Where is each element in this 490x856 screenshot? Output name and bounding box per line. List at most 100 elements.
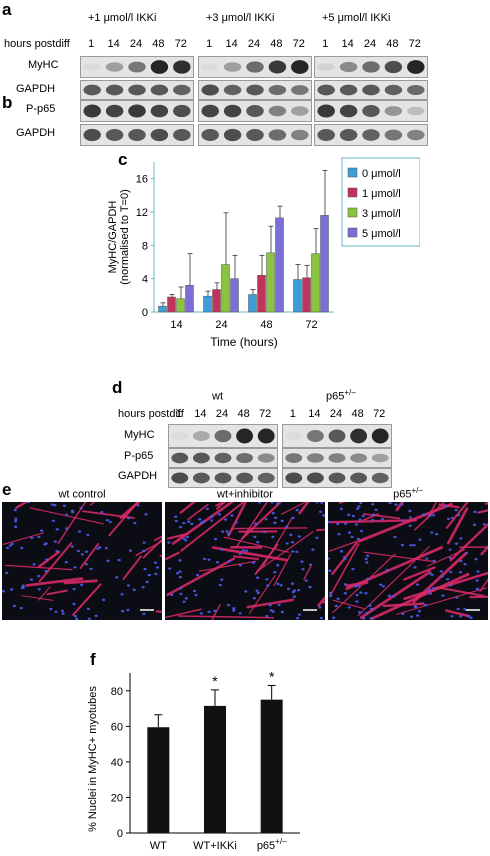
panel-e-nucleus (220, 578, 224, 581)
panel-e-nucleus (207, 558, 211, 561)
panel-e-nucleus (44, 542, 48, 545)
panel-e-myotube (332, 599, 365, 610)
panel-e-myotube (187, 503, 209, 521)
panel-b-pp65-blot-bands (317, 104, 425, 118)
panel-e-nucleus (469, 616, 473, 619)
panel-c-legend-label: 1 μmol/l (362, 188, 401, 200)
panel-a-group-title: +5 μmol/l IKKi (322, 12, 391, 24)
panel-e-nucleus (475, 587, 479, 591)
panel-e-nucleus (413, 605, 417, 608)
panel-e-nucleus (203, 557, 207, 561)
panel-e-nucleus (328, 557, 331, 560)
panel-e-nucleus (371, 503, 375, 506)
panel-e-myotube (63, 579, 98, 585)
panel-e-nucleus (448, 556, 452, 560)
panel-e-nucleus (168, 567, 172, 570)
panel-e-nucleus (354, 585, 358, 588)
panel-e-nucleus (40, 529, 44, 532)
panel-e-nucleus (318, 510, 323, 513)
panel-c-legend-label: 0 μmol/l (362, 168, 401, 180)
panel-e-nucleus (175, 571, 180, 575)
panel-a-myhc-blot-band (317, 63, 335, 71)
panel-c-bar (176, 298, 185, 313)
panel-b-gapdh-blot-band (173, 129, 191, 141)
panel-e-nucleus (444, 505, 448, 508)
panel-e-myotube (445, 502, 469, 529)
panel-e-myotube (412, 552, 467, 604)
panel-e-nucleus (449, 584, 453, 587)
panel-a-row-label-gapdh: GAPDH (16, 83, 56, 95)
panel-b-pp65-blot-band (201, 104, 219, 118)
panel-e-nucleus (21, 584, 25, 587)
panel-e-myotube (362, 513, 401, 520)
panel-e-nucleus (10, 588, 14, 591)
panel-e-nucleus (182, 537, 186, 540)
panel-e-nucleus (456, 607, 460, 611)
panel-c-y-axis-label: MyHC/GAPDH (107, 201, 119, 274)
panel-a-hour-label: 72 (408, 38, 421, 50)
panel-e-nucleus (315, 502, 319, 504)
panel-e-nucleus (225, 530, 229, 533)
panel-e-nucleus (45, 558, 49, 561)
panel-e-nucleus (87, 617, 91, 620)
panel-e-nucleus (80, 583, 84, 587)
panel-d-gapdh-blot-band (285, 472, 303, 484)
panel-e-nucleus (198, 517, 202, 521)
panel-e-myotube (469, 595, 488, 599)
panel-e-nucleus (5, 571, 9, 575)
panel-e-nucleus (136, 504, 140, 507)
panel-e-nucleus (268, 603, 272, 607)
panel-b-gapdh-blot-band (339, 129, 358, 141)
panel-e-nucleus (351, 514, 355, 518)
panel-b-gapdh-blot-band (105, 129, 124, 141)
panel-a-hour-label: 1 (206, 38, 213, 50)
panel-e-nucleus (279, 584, 283, 587)
panel-e-nucleus (195, 573, 200, 577)
panel-e-nucleus (13, 508, 17, 512)
panel-e-nucleus (319, 616, 323, 620)
panel-a-myhc-blot-band (268, 60, 287, 74)
panel-a-gapdh-blot-band (291, 85, 309, 95)
panel-e-nucleus (178, 525, 183, 529)
panel-e-nucleus (192, 589, 197, 593)
panel-d-gapdh-blot-band (371, 472, 389, 484)
panel-e-myotube (38, 586, 51, 601)
panel-c-legend-label: 5 μmol/l (362, 228, 401, 240)
panel-d-myhc-blot-band (350, 428, 368, 444)
panel-e-nucleus (167, 541, 171, 544)
panel-e-nucleus (65, 527, 69, 530)
panel-f-y-axis-label: % Nuclei in MyHC+ myotubes (87, 686, 99, 832)
panel-e-myotube (362, 513, 380, 521)
panel-a-group-title: +1 μmol/l IKKi (88, 12, 157, 24)
panel-e-myotube (4, 564, 73, 571)
panel-e-nucleus (178, 570, 182, 573)
panel-b-pp65-blot-band (407, 106, 425, 116)
panel-e-nucleus (179, 587, 183, 590)
panel-e-nucleus (179, 592, 183, 596)
panel-a-hour-label: 48 (386, 38, 399, 50)
panel-e-nucleus (153, 561, 158, 564)
panel-b-gapdh-blot-band (317, 129, 335, 141)
panel-e-nucleus (388, 502, 392, 505)
panel-e-nucleus (297, 588, 301, 592)
panel-e-nucleus (276, 582, 280, 586)
panel-e-nucleus (133, 521, 137, 525)
panel-a-gapdh-blot-band (268, 84, 287, 96)
panel-b-gapdh-blot (314, 124, 428, 146)
panel-e-nucleus (256, 576, 260, 579)
panel-a-hour-label: 24 (247, 38, 261, 50)
panel-e-nucleus (182, 600, 186, 603)
panel-e-nucleus (408, 509, 412, 513)
panel-a-myhc-blot (314, 56, 428, 78)
panel-e-nucleus (412, 544, 416, 547)
panel-e-nucleus (382, 585, 386, 588)
panel-a-hour-label: 24 (129, 38, 143, 50)
panel-e-nucleus (393, 535, 397, 539)
panel-d-myhc-blot-band (236, 428, 254, 444)
panel-e-nucleus (102, 598, 106, 602)
panel-d-myhc-blot-band (371, 428, 389, 444)
panel-e-caption-text: wt control (58, 488, 106, 501)
panel-d-row-label-pp65: P-p65 (124, 450, 154, 462)
panel-e-nucleus (292, 595, 296, 598)
